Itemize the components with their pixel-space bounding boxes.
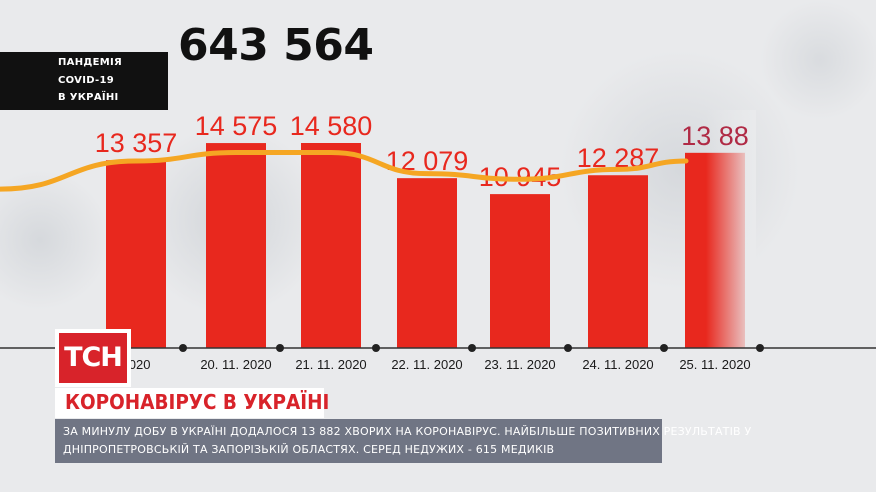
bar-fade-overlay bbox=[706, 110, 756, 350]
bar-1 bbox=[206, 143, 266, 348]
x-tick-dot-2 bbox=[372, 344, 380, 352]
subtitle-line-1: ЗА МИНУЛУ ДОБУ В УКРАЇНІ ДОДАЛОСЯ 13 882… bbox=[63, 425, 752, 438]
x-tick-dot-3 bbox=[468, 344, 476, 352]
x-tick-dot-4 bbox=[564, 344, 572, 352]
bar-value-label-2: 14 580 bbox=[290, 111, 373, 141]
x-tick-label-5: 24. 11. 2020 bbox=[582, 357, 653, 372]
bar-5 bbox=[588, 175, 648, 348]
x-tick-dot-5 bbox=[660, 344, 668, 352]
badge-line-3: В УКРАЇНІ bbox=[58, 92, 119, 103]
bar-value-label-0: 13 357 bbox=[95, 128, 178, 158]
x-tick-dot-6 bbox=[756, 344, 764, 352]
subtitle-line-2: ДНІПРОПЕТРОВСЬКІЙ ТА ЗАПОРІЗЬКІЙ ОБЛАСТЯ… bbox=[63, 443, 555, 456]
x-tick-dot-0 bbox=[179, 344, 187, 352]
x-tick-label-6: 25. 11. 2020 bbox=[679, 357, 750, 372]
logo-text: ТСН bbox=[59, 333, 127, 383]
x-tick-label-3: 22. 11. 2020 bbox=[391, 357, 462, 372]
bar-2 bbox=[301, 143, 361, 348]
badge-line-1: ПАНДЕМІЯ bbox=[58, 57, 122, 68]
bar-0 bbox=[106, 160, 166, 348]
headline-box: КОРОНАВІРУС В УКРАЇНІ bbox=[55, 388, 329, 418]
trend-line bbox=[0, 150, 689, 192]
badge-line-2: COVID-19 bbox=[58, 75, 114, 86]
x-tick-label-4: 23. 11. 2020 bbox=[484, 357, 555, 372]
headline: КОРОНАВІРУС В УКРАЇНІ bbox=[65, 390, 330, 414]
x-tick-dot-1 bbox=[276, 344, 284, 352]
x-tick-label-2: 21. 11. 2020 bbox=[295, 357, 366, 372]
subtitle-box: ЗА МИНУЛУ ДОБУ В УКРАЇНІ ДОДАЛОСЯ 13 882… bbox=[55, 419, 751, 463]
bar-value-label-6: 13 88 bbox=[681, 121, 749, 151]
bar-value-label-1: 14 575 bbox=[195, 111, 278, 141]
total-cases: 643 564 bbox=[178, 20, 374, 71]
bar-3 bbox=[397, 178, 457, 348]
bar-4 bbox=[490, 194, 550, 348]
x-tick-label-1: 20. 11. 2020 bbox=[200, 357, 271, 372]
tsn-logo: ТСН bbox=[55, 329, 131, 387]
pandemic-badge: ПАНДЕМІЯ COVID-19 В УКРАЇНІ bbox=[0, 52, 168, 110]
